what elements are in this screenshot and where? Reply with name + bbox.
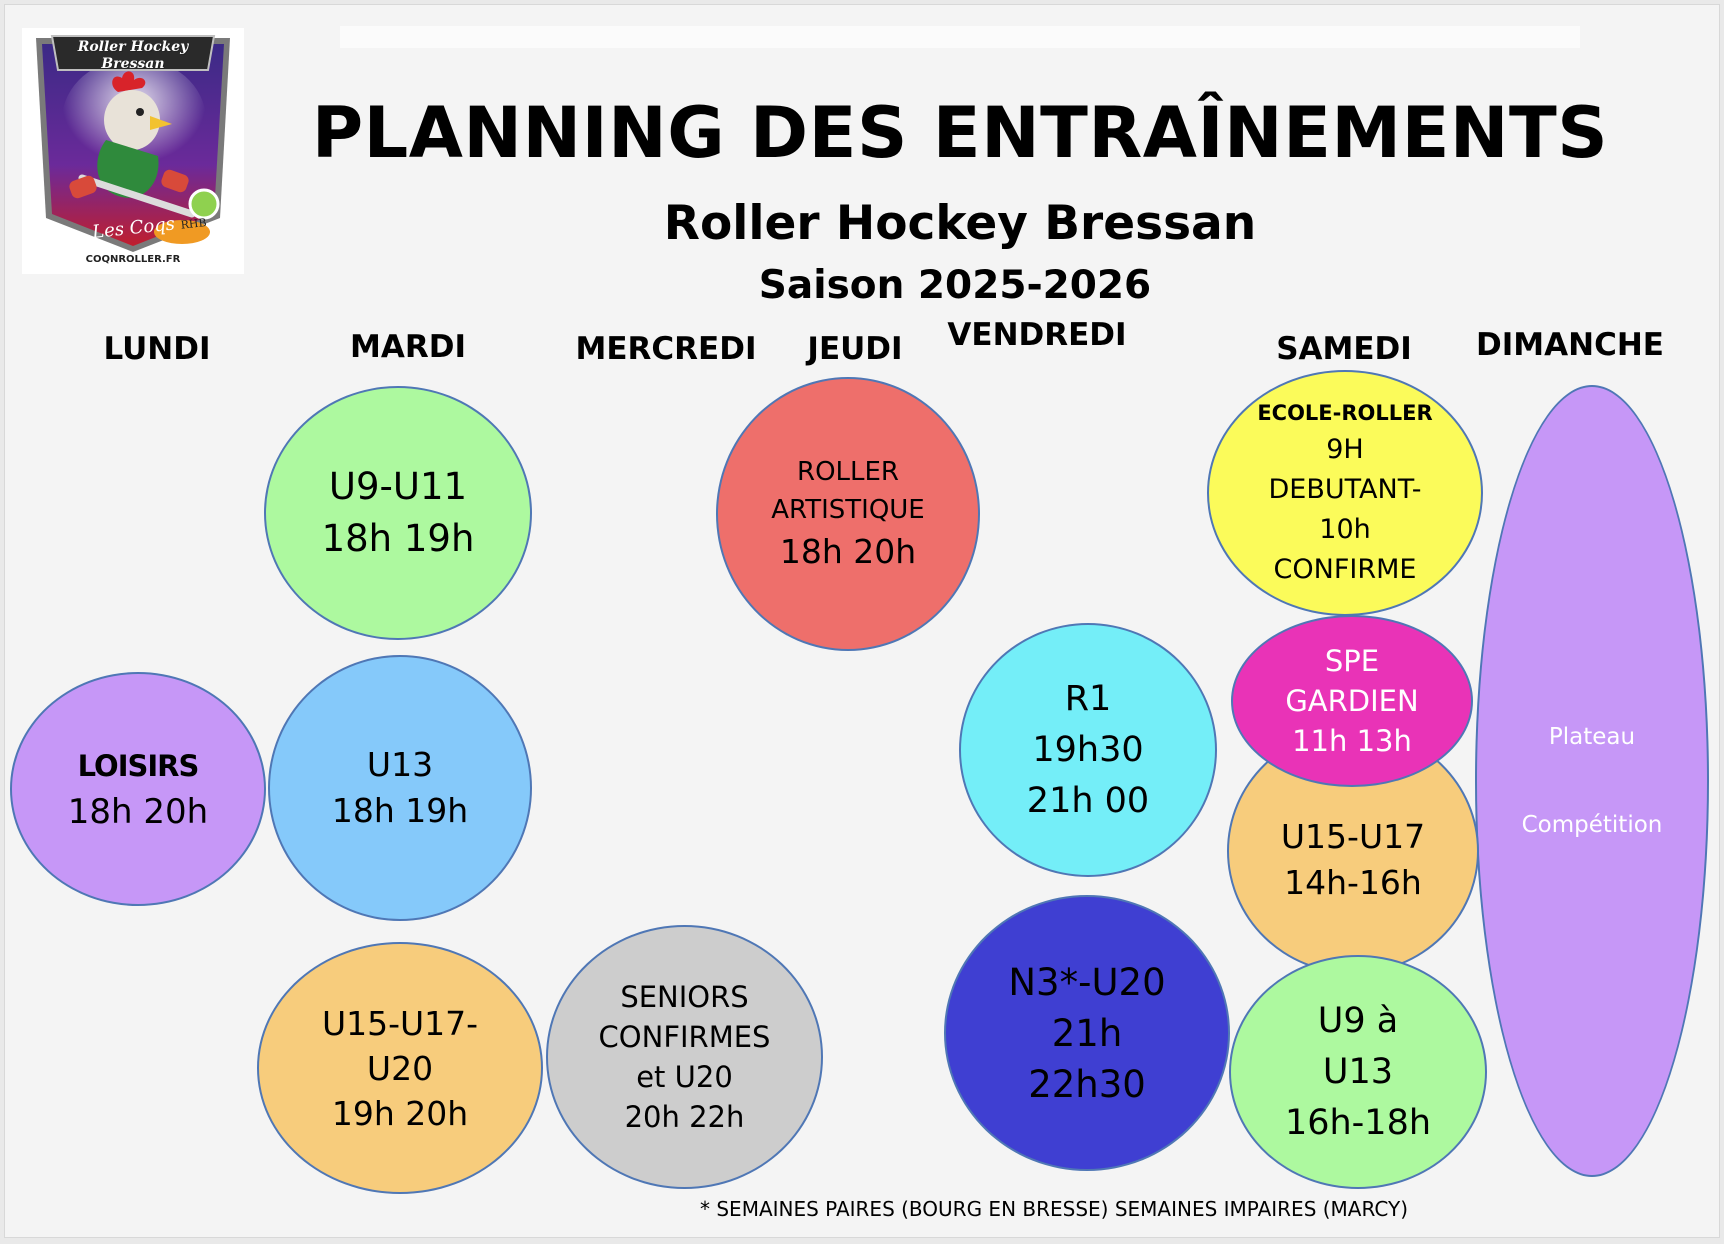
session-line: CONFIRMES <box>598 1020 771 1054</box>
session-vendredi-r1: R1 19h30 21h 00 <box>959 623 1217 877</box>
session-line: Compétition <box>1521 812 1663 838</box>
session-jeudi-roller-artistique: ROLLER ARTISTIQUE 18h 20h <box>716 377 980 651</box>
top-strip <box>340 26 1580 48</box>
session-line: SENIORS <box>620 980 749 1014</box>
session-line: R1 <box>1064 678 1112 719</box>
session-line: 21h 00 <box>1026 780 1150 821</box>
session-line: N3*-U20 <box>1008 960 1166 1004</box>
session-line: 20h 22h <box>624 1100 745 1134</box>
club-logo: Roller Hockey Bressan Les Coqs RHB COQNR… <box>22 28 244 274</box>
club-name: Roller Hockey Bressan <box>663 196 1257 251</box>
session-line: 11h 13h <box>1292 724 1412 758</box>
session-line: 18h 20h <box>67 792 209 832</box>
session-mercredi-seniors: SENIORS CONFIRMES et U20 20h 22h <box>546 925 823 1189</box>
day-mardi: MARDI <box>350 329 466 365</box>
session-lundi-loisirs: LOISIRS 18h 20h <box>10 672 266 906</box>
session-samedi-ecole-roller: ECOLE-ROLLER 9H DEBUTANT- 10h CONFIRME <box>1207 370 1483 616</box>
session-line: U15-U17 <box>1280 817 1426 856</box>
session-line: 22h30 <box>1028 1062 1146 1106</box>
session-line: SPE <box>1324 644 1380 678</box>
session-line: U13 <box>366 745 434 784</box>
session-line: 14h-16h <box>1284 863 1422 902</box>
session-vendredi-n3-u20: N3*-U20 21h 22h30 <box>944 895 1230 1171</box>
day-lundi: LUNDI <box>103 331 211 367</box>
session-line: 18h 19h <box>331 791 469 830</box>
session-line: DEBUTANT- <box>1268 474 1422 505</box>
session-dimanche-plateau: Plateau Compétition <box>1475 385 1709 1177</box>
session-line: GARDIEN <box>1285 684 1419 718</box>
logo-website: COQNROLLER.FR <box>85 254 181 265</box>
session-line: U20 <box>366 1048 434 1088</box>
page-title: PLANNING DES ENTRAÎNEMENTS <box>311 92 1609 174</box>
session-line: 10h <box>1319 514 1371 545</box>
session-line: 21h <box>1051 1011 1123 1055</box>
logo-club-name: Roller Hockey Bressan <box>52 39 214 73</box>
session-samedi-spe-gardien: SPE GARDIEN 11h 13h <box>1231 615 1473 787</box>
session-line: U13 <box>1322 1051 1394 1092</box>
session-line: 19h 20h <box>331 1093 469 1133</box>
day-dimanche: DIMANCHE <box>1476 327 1664 363</box>
day-samedi: SAMEDI <box>1276 331 1412 367</box>
session-line: 16h-18h <box>1284 1102 1432 1143</box>
session-mardi-u15-u20: U15-U17- U20 19h 20h <box>257 942 543 1194</box>
logo-name-line2: Bressan <box>101 56 165 72</box>
footnote: * SEMAINES PAIRES (BOURG EN BRESSE) SEMA… <box>700 1197 1409 1221</box>
rooster-crest-icon <box>36 35 230 252</box>
session-line: Plateau <box>1548 724 1636 750</box>
session-line: ECOLE-ROLLER <box>1257 401 1433 425</box>
session-line: CONFIRME <box>1273 554 1417 585</box>
day-jeudi: JEUDI <box>807 331 903 367</box>
day-vendredi: VENDREDI <box>947 317 1127 353</box>
session-line: et U20 <box>636 1060 733 1094</box>
session-line: 18h 20h <box>779 532 917 571</box>
session-line: 18h 19h <box>321 517 475 560</box>
session-line: 9H <box>1326 434 1364 465</box>
logo-name-line1: Roller Hockey <box>77 39 189 55</box>
session-mardi-u9-u11: U9-U11 18h 19h <box>264 386 532 640</box>
session-line: ROLLER <box>797 457 899 487</box>
day-mercredi: MERCREDI <box>575 331 757 367</box>
session-line: ARTISTIQUE <box>771 495 925 525</box>
session-line: U9 à <box>1317 1000 1399 1041</box>
session-mardi-u13: U13 18h 19h <box>268 655 532 921</box>
session-samedi-u9-u13: U9 à U13 16h-18h <box>1229 955 1487 1189</box>
session-line: LOISIRS <box>77 749 200 783</box>
session-line: 19h30 <box>1032 729 1144 770</box>
logo-initials: RHB <box>180 216 208 232</box>
session-line: U15-U17- <box>321 1003 479 1043</box>
season-label: Saison 2025-2026 <box>758 263 1152 308</box>
session-line: U9-U11 <box>328 465 468 508</box>
